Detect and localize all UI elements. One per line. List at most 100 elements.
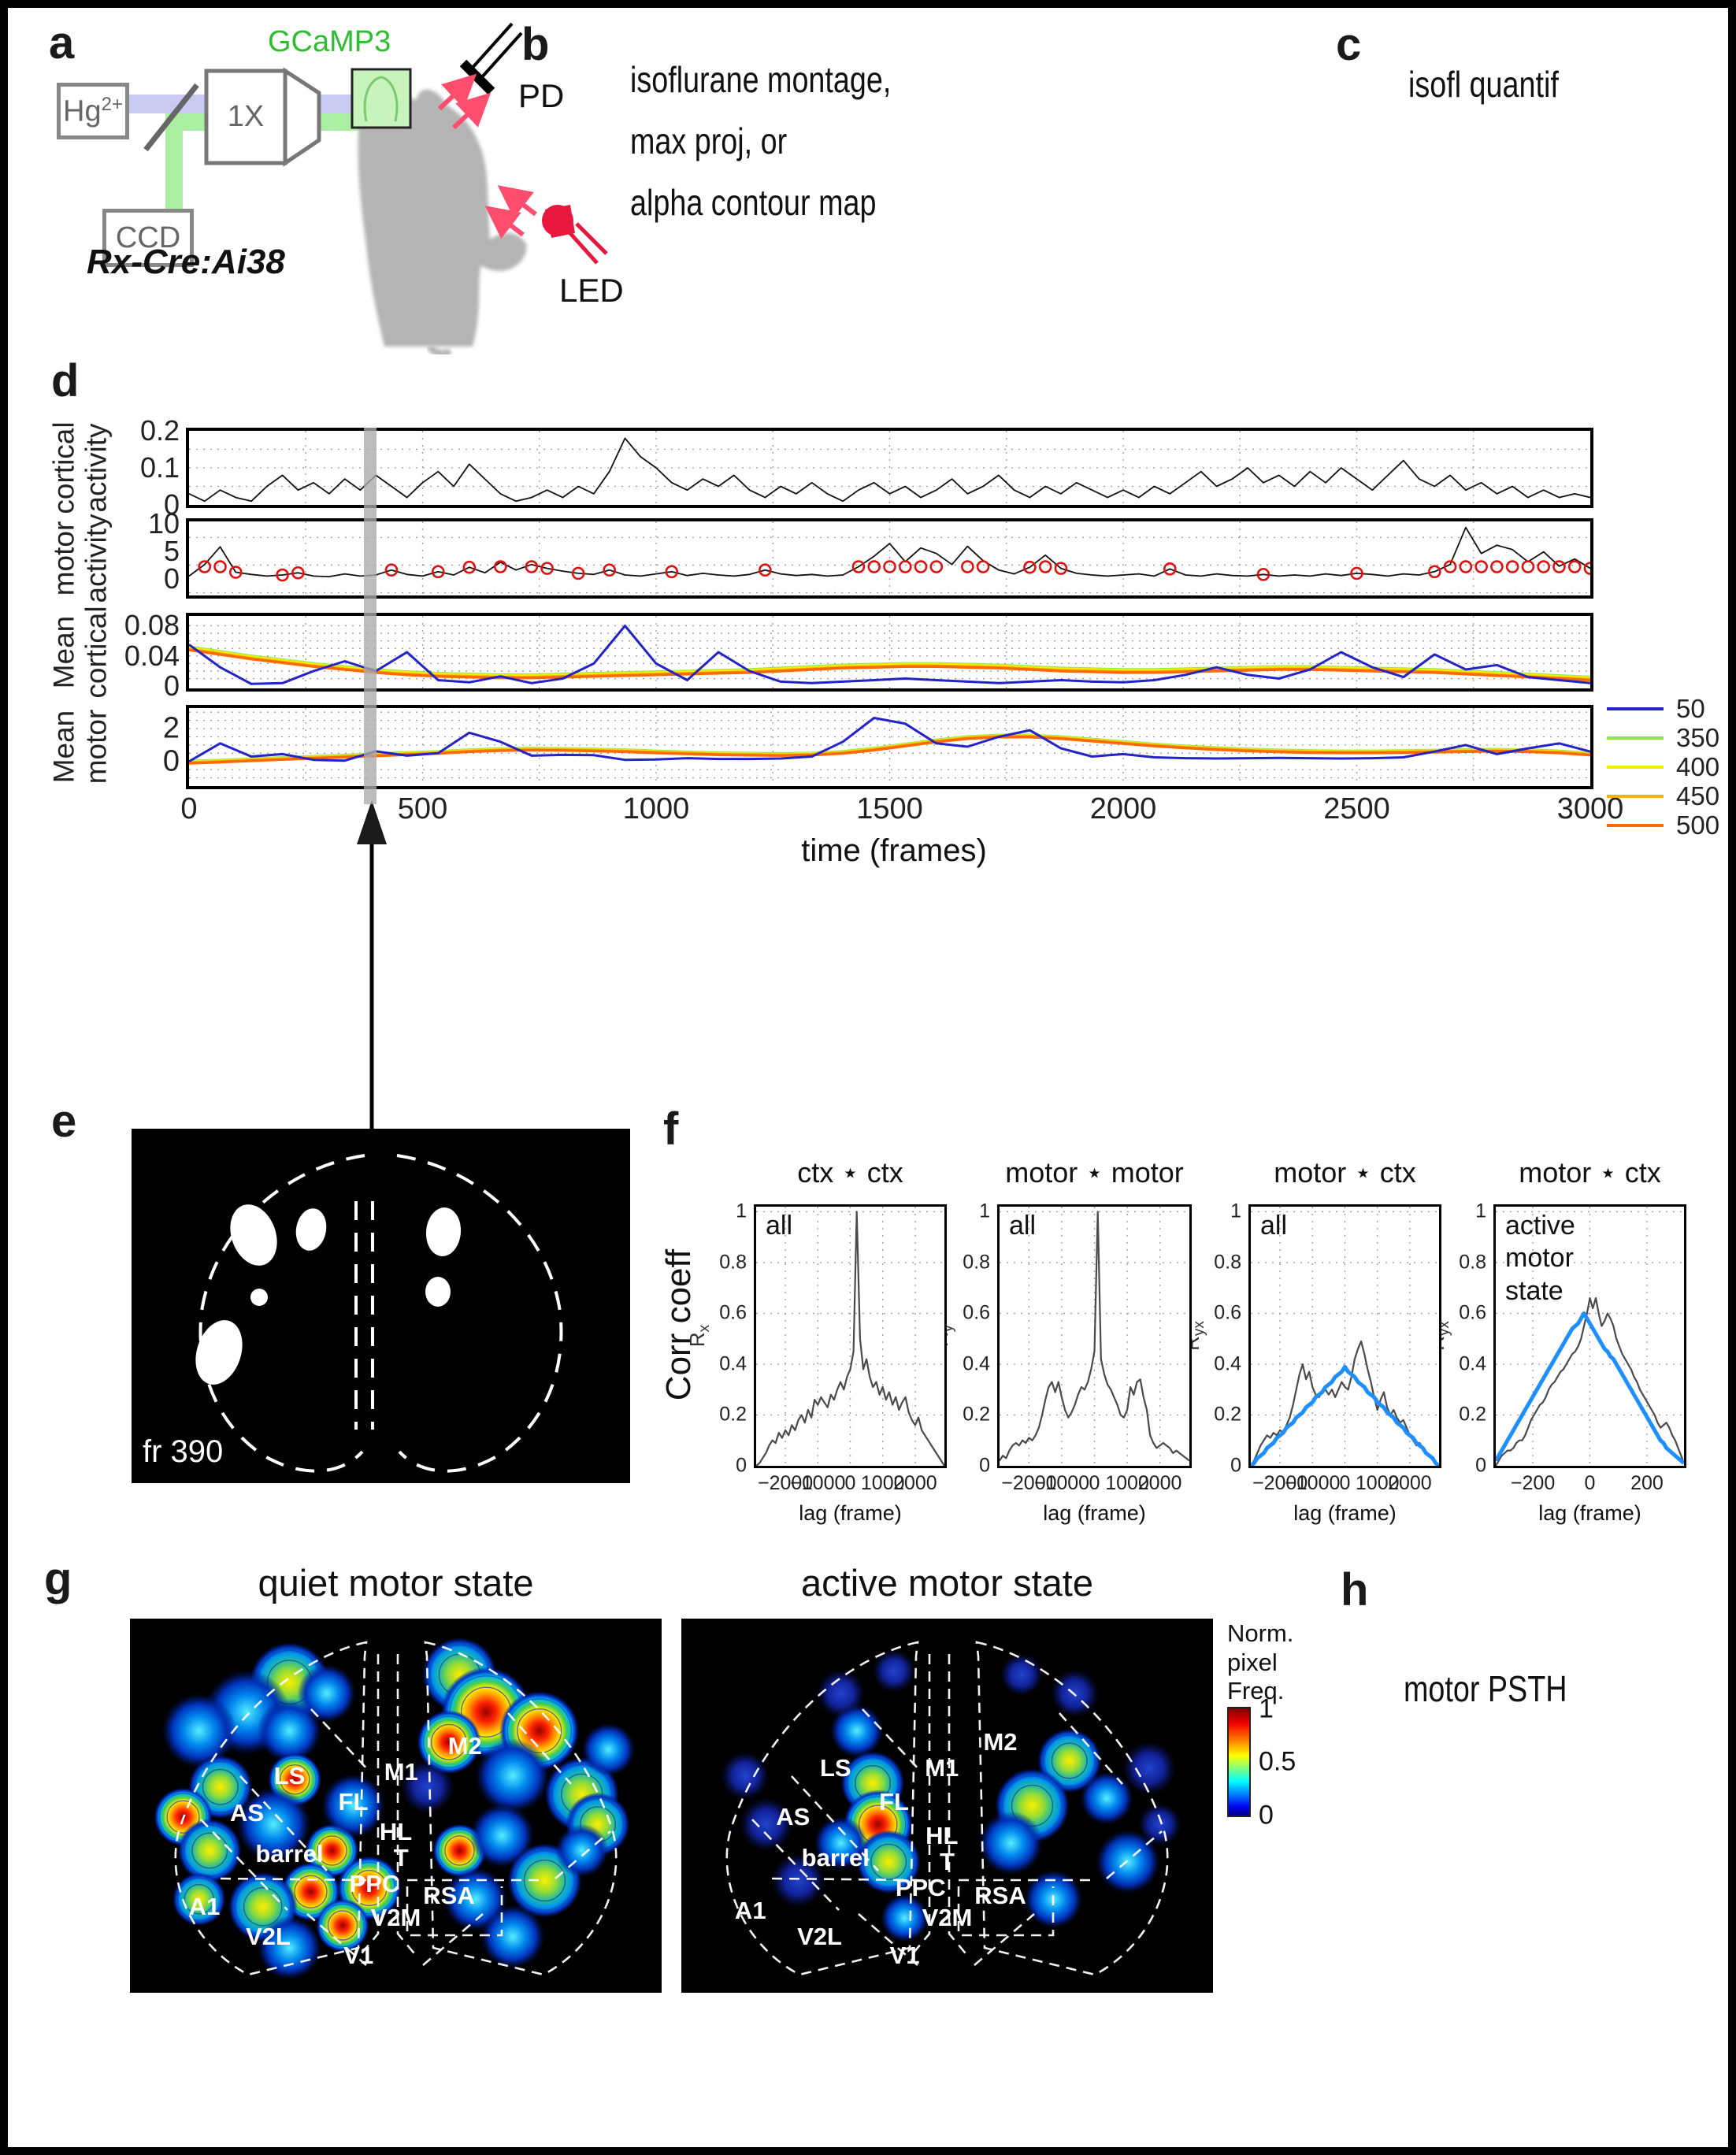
led-leg2-icon — [575, 222, 608, 255]
region-label-as: AS — [229, 1799, 265, 1827]
f4-xlabel: lag (frame) — [1538, 1501, 1641, 1525]
region-label-v1: V1 — [889, 1941, 920, 1969]
region-label-ls: LS — [273, 1761, 306, 1790]
panel-c-label: c — [1336, 19, 1362, 70]
gcamp-label: GCaMP3 — [268, 25, 391, 58]
region-label-m1: M1 — [925, 1754, 959, 1782]
legend-entry: 500 — [1607, 810, 1719, 840]
x-tick-label: −1000 — [790, 1472, 846, 1494]
y-tick-label: 0.2 — [139, 414, 180, 447]
legend-label: 450 — [1676, 781, 1720, 810]
y-tick-label: 0.8 — [1459, 1251, 1486, 1274]
f3-title: motor ⋆ ctx — [1274, 1156, 1416, 1189]
led-beam-arrow-icon — [497, 185, 537, 219]
b-line-1: isoflurane montage, — [630, 59, 892, 100]
x-tick-label: 1000 — [860, 1472, 905, 1494]
ylabel-mean-cortical: Mean cortical — [47, 606, 113, 699]
colorbar-tick-0: 0 — [1259, 1800, 1274, 1830]
led-label: LED — [559, 272, 624, 309]
colorbar-title: Norm. pixel Freq. — [1227, 1619, 1294, 1705]
panel-d-label: d — [51, 355, 80, 406]
region-label-barrel: barrel — [801, 1844, 870, 1871]
plot-annotation: all — [1260, 1211, 1288, 1241]
f1-title: ctx ⋆ ctx — [797, 1156, 903, 1189]
y-tick-label: 0.8 — [1214, 1251, 1241, 1274]
y-tick-label: 1 — [1475, 1200, 1486, 1222]
y-tick-label: 0 — [1230, 1454, 1241, 1477]
region-label-m2: M2 — [983, 1727, 1018, 1756]
region-label-v2l: V2L — [797, 1922, 842, 1950]
x-tick-label: 2000 — [1089, 792, 1157, 825]
lens-box — [204, 69, 287, 165]
plot-ctx-ctx-corr: 1 0.8 0.6 0.4 0.2 0 −2000 −1000 0 1000 2000 all — [719, 1200, 947, 1494]
region-label-a1: A1 — [188, 1892, 221, 1920]
x-tick-label: 2000 — [893, 1472, 937, 1494]
y-tick-label: 0.2 — [719, 1403, 747, 1426]
legend-entry: 350 — [1607, 723, 1719, 752]
x-tick-label: 0 — [844, 1472, 856, 1494]
y-tick-label: 0.4 — [963, 1352, 990, 1375]
y-tick-label: 0.6 — [1459, 1301, 1486, 1324]
region-label-m2: M2 — [447, 1731, 482, 1760]
region-label-ls: LS — [819, 1754, 851, 1782]
legend-line-swatch — [1607, 795, 1664, 798]
y-tick-label: 0.04 — [124, 639, 180, 672]
y-tick-label: 5 — [163, 534, 180, 567]
y-tick-label: 0 — [979, 1454, 990, 1477]
frame-pointer-arrow — [357, 800, 387, 1134]
f2-title: motor ⋆ motor — [1005, 1156, 1184, 1189]
f1-xlabel: lag (frame) — [799, 1501, 902, 1525]
region-label-m1: M1 — [384, 1757, 418, 1786]
pd-label: PD — [518, 77, 565, 114]
photodiode-arm-icon — [469, 22, 514, 71]
hg-sup: 2+ — [101, 93, 123, 115]
y-tick-label: 0.6 — [719, 1301, 747, 1324]
region-label-rsa: RSA — [423, 1881, 475, 1909]
region-label-v2m: V2M — [370, 1904, 421, 1931]
plot-annotation: all — [1009, 1211, 1037, 1241]
region-label-hl: HL — [379, 1817, 413, 1845]
plot-cortical-activity: 0.2 0.1 0 — [140, 414, 1593, 521]
quiet-state-title: quiet motor state — [258, 1562, 534, 1604]
x-tick-label: −2000 — [1252, 1472, 1308, 1494]
x-tick-label: −2000 — [1001, 1472, 1057, 1494]
smoothing-legend: 50 350 400 450 500 — [1607, 694, 1720, 840]
imaging-setup-schematic — [129, 22, 608, 356]
x-tick-label: −1000 — [1285, 1472, 1341, 1494]
active-state-title: active motor state — [801, 1562, 1093, 1604]
x-tick-label: 1000 — [1105, 1472, 1149, 1494]
y-tick-label: 0 — [1475, 1454, 1486, 1477]
y-tick-label: 0.2 — [1459, 1403, 1486, 1426]
y-tick-label: 0.2 — [963, 1403, 990, 1426]
plot-annotation: active motor state — [1505, 1211, 1575, 1306]
photodiode-arm2-icon — [479, 32, 523, 80]
beamsplitter-icon — [143, 83, 199, 152]
mouse-silhouette — [358, 89, 527, 347]
x-tick-label: 0 — [1089, 1472, 1100, 1494]
region-label-ppc: PPC — [349, 1870, 400, 1898]
region-label-t: T — [393, 1844, 409, 1871]
panel-b-text: isoflurane montage, max proj, or alpha c… — [630, 49, 948, 234]
colorbar-tick-05: 0.5 — [1259, 1746, 1296, 1777]
hg-lamp-box: Hg2+ — [57, 83, 129, 139]
plot-annotation: all — [766, 1211, 793, 1241]
region-label-barrel: barrel — [255, 1840, 324, 1868]
emission-beam-down — [165, 113, 183, 209]
plot-motor-activity: 10 5 0 — [148, 507, 1593, 599]
active-state-heatmap: LS M2 M1 FL AS HL barrel T PPC RSA A1 V2M V2L V1 — [681, 1619, 1213, 1993]
plot-motor-motor-corr: 1 0.8 0.6 0.4 0.2 0 −2000 −1000 0 1000 2000 all — [963, 1200, 1192, 1494]
y-tick-label: 0.6 — [1214, 1301, 1241, 1324]
x-tick-label: 1500 — [856, 792, 923, 825]
frame-number-label: fr 390 — [143, 1434, 224, 1469]
legend-line-swatch — [1607, 707, 1664, 710]
quiet-state-heatmap: LS M2 M1 FL AS HL barrel T PPC RSA A1 V2M V2L V1 — [130, 1619, 662, 1993]
region-label-v1: V1 — [343, 1941, 374, 1969]
region-label-a1: A1 — [734, 1896, 766, 1924]
lens-label-box: 1X — [206, 71, 285, 163]
y-tick-label: 1 — [979, 1200, 990, 1222]
legend-line-swatch — [1607, 736, 1664, 740]
y-tick-label: 0.6 — [963, 1301, 990, 1324]
x-tick-label: −2000 — [757, 1472, 814, 1494]
region-label-v2m: V2M — [922, 1904, 973, 1931]
plot-motor-ctx-corr-active: 1 0.8 0.6 0.4 0.2 0 −200 0 200 active motor state — [1459, 1200, 1686, 1494]
